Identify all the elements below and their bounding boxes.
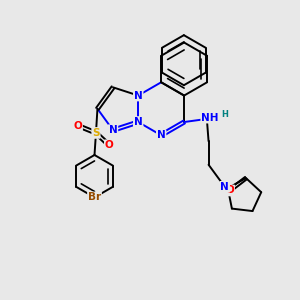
Text: N: N — [157, 130, 166, 140]
Text: NH: NH — [201, 112, 219, 123]
Text: N: N — [109, 125, 117, 135]
Text: S: S — [92, 128, 100, 138]
Text: O: O — [105, 140, 114, 150]
Text: N: N — [220, 182, 229, 192]
Text: N: N — [134, 117, 142, 127]
Text: H: H — [221, 110, 228, 118]
Text: N: N — [134, 91, 142, 100]
Text: O: O — [73, 121, 82, 130]
Text: O: O — [225, 185, 234, 196]
Text: Br: Br — [88, 192, 101, 203]
